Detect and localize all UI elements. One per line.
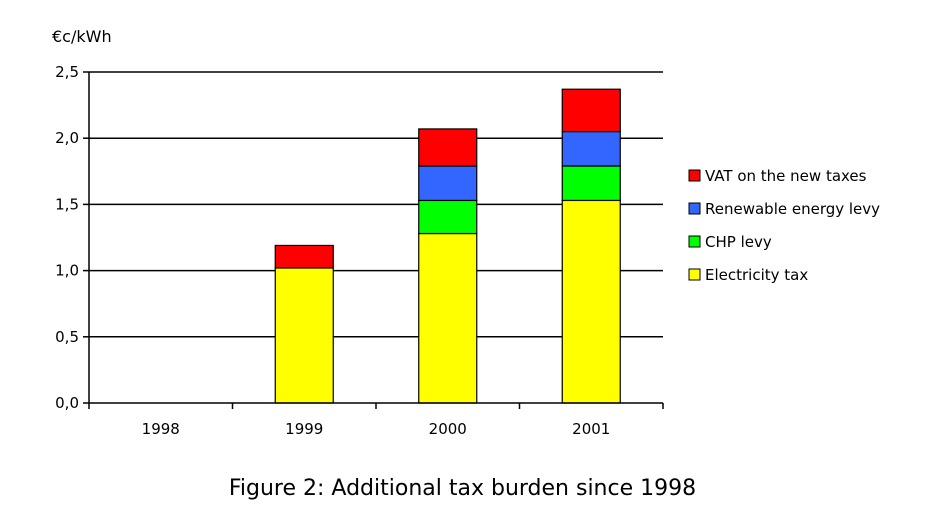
- bar-segment: [561, 88, 621, 133]
- legend-swatch: [688, 235, 701, 248]
- bar-segment: [274, 244, 334, 269]
- stacked-bar-chart: €c/kWh 0,0 0,5 1,0 1,5 2,0 2,5 1998 1999 2000 20…: [52, 27, 880, 438]
- bar-segment: [418, 232, 478, 404]
- bar-segment: [418, 165, 478, 202]
- legend-label: CHP levy: [705, 233, 772, 251]
- x-tick-label: 2001: [572, 420, 610, 438]
- x-tick-label: 1998: [142, 420, 180, 438]
- bars: [274, 88, 621, 404]
- x-tick-label: 1999: [285, 420, 323, 438]
- y-tick-label: 2,5: [55, 63, 79, 81]
- y-tick-label: 2,0: [55, 129, 79, 147]
- y-tick-label: 1,5: [55, 195, 79, 213]
- legend-label: VAT on the new taxes: [705, 167, 867, 185]
- figure-caption: Figure 2: Additional tax burden since 19…: [228, 476, 697, 501]
- y-tick-label: 1,0: [55, 262, 79, 280]
- legend-swatch: [688, 169, 701, 182]
- bar-segment: [561, 199, 621, 404]
- legend-label: Electricity tax: [705, 266, 808, 284]
- axes: [88, 72, 664, 409]
- y-tick-label: 0,0: [55, 394, 79, 412]
- bar-segment: [274, 267, 334, 404]
- y-tick-label: 0,5: [55, 328, 79, 346]
- x-tick-labels: 1998 1999 2000 2001: [142, 420, 611, 438]
- y-axis-unit-label: €c/kWh: [52, 27, 112, 46]
- y-tick-labels: 0,0 0,5 1,0 1,5 2,0 2,5: [55, 63, 79, 412]
- legend-swatch: [688, 202, 701, 215]
- bar-segment: [561, 165, 621, 202]
- x-tick-label: 2000: [429, 420, 467, 438]
- legend: VAT on the new taxes Renewable energy lev…: [688, 167, 880, 284]
- bar-segment: [418, 199, 478, 235]
- legend-swatch: [688, 268, 701, 281]
- legend-label: Renewable energy levy: [705, 200, 880, 218]
- bar-segment: [561, 130, 621, 167]
- bar-segment: [418, 128, 478, 167]
